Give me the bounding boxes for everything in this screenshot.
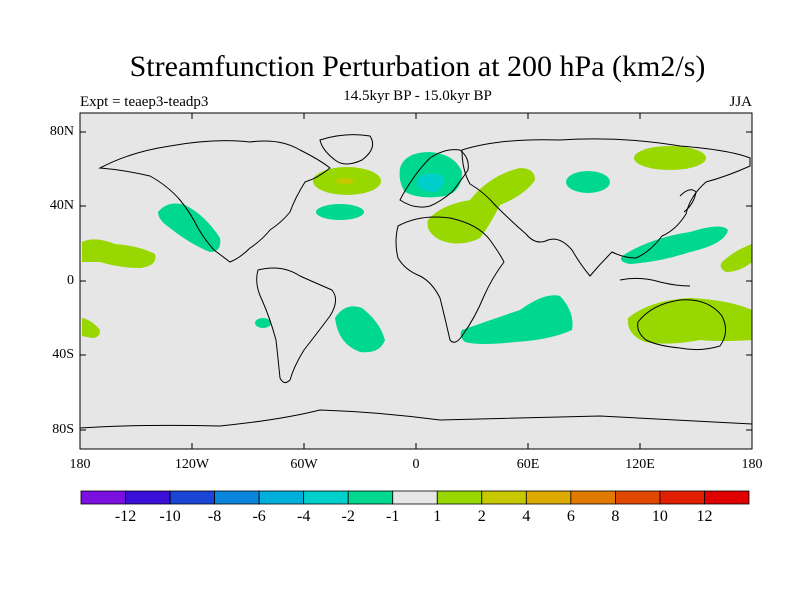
- colorbar: [80, 490, 750, 505]
- lat-label-80s: 80S: [52, 422, 74, 437]
- colorbar-label: -2: [341, 508, 355, 525]
- lat-label-40n: 40N: [49, 198, 74, 213]
- lon-label-180w: 180: [69, 457, 91, 472]
- coastlines: [79, 134, 753, 429]
- lat-label-0: 0: [67, 273, 74, 288]
- anomaly-north-pacific: [158, 203, 221, 252]
- coast-australia: [637, 299, 726, 351]
- experiment-label: Expt = teaep3-teadp3: [80, 94, 209, 110]
- lon-label-60e: 60E: [516, 457, 540, 472]
- coast-japan: [679, 189, 697, 213]
- lon-label-0: 0: [412, 457, 420, 472]
- lon-label-120w: 120W: [174, 457, 210, 472]
- colorbar-label: 4: [522, 508, 531, 525]
- coast-africa: [395, 216, 505, 343]
- anomaly-west-pacific-band: [621, 226, 728, 264]
- anomaly-central-asia: [566, 171, 610, 193]
- colorbar-box-14: [704, 490, 750, 505]
- lat-ticks: [80, 131, 752, 431]
- season-label: JJA: [729, 94, 752, 110]
- anomaly-south-pacific-small: [255, 318, 271, 328]
- colorbar-box-0: [80, 490, 126, 505]
- coast-greenland: [319, 134, 374, 165]
- anomaly-west-pacific: [720, 244, 752, 272]
- coast-south-america: [256, 267, 336, 384]
- colorbar-label: -1: [386, 508, 400, 525]
- colorbar-label: -6: [252, 508, 266, 525]
- colorbar-box-3: [214, 490, 260, 505]
- anomaly-east-pacific: [82, 239, 156, 268]
- coast-asia: [461, 138, 751, 277]
- figure-title: Streamfunction Perturbation at 200 hPa (…: [129, 50, 706, 83]
- anomaly-south-indian: [460, 295, 573, 344]
- colorbar-label: 8: [611, 508, 620, 525]
- coast-europe: [399, 149, 469, 208]
- colorbar-box-2: [169, 490, 215, 505]
- colorbar-box-4: [258, 490, 305, 505]
- colorbar-box-5: [303, 490, 349, 505]
- lon-label-60w: 60W: [290, 457, 318, 472]
- colorbar-label: 6: [566, 508, 575, 525]
- anomaly-arctic-siberia: [634, 146, 706, 170]
- colorbar-label: 1: [433, 508, 442, 525]
- colorbar-box-1: [125, 490, 171, 505]
- colorbar-label: 12: [696, 508, 713, 525]
- lon-ticks: [191, 113, 641, 449]
- colorbar-label: -8: [207, 508, 222, 525]
- colorbar-label: -12: [114, 508, 137, 525]
- negative-anomaly-regions: [158, 152, 728, 353]
- figure-subtitle: 14.5kyr BP - 15.0kyr BP: [343, 88, 492, 104]
- colorbar-box-11: [570, 490, 616, 505]
- colorbar-box-10: [525, 490, 572, 505]
- anomaly-south-atlantic: [335, 306, 385, 353]
- positive-anomaly-regions: [82, 146, 752, 344]
- anomaly-south-pacific: [82, 318, 100, 338]
- coast-north-america: [98, 140, 331, 263]
- anomaly-north-atlantic-core: [336, 178, 354, 184]
- colorbar-label: -4: [296, 508, 311, 525]
- anomaly-mid-atlantic: [316, 204, 364, 220]
- colorbar-box-12: [615, 490, 661, 505]
- colorbar-label: 2: [477, 508, 486, 525]
- anomaly-australia: [627, 298, 752, 344]
- coast-indonesia: [619, 277, 691, 287]
- lat-label-40s: 40S: [52, 347, 74, 362]
- colorbar-box-7: [392, 490, 438, 505]
- colorbar-label: -10: [159, 508, 181, 525]
- anomaly-scandinavia-core: [418, 173, 444, 192]
- lat-label-80n: 80N: [49, 124, 74, 139]
- colorbar-box-9: [481, 490, 527, 505]
- colorbar-box-13: [659, 490, 705, 505]
- lon-label-120e: 120E: [625, 457, 655, 472]
- coast-antarctica: [79, 409, 753, 429]
- colorbar-box-6: [347, 490, 394, 505]
- anomaly-europe-asia: [427, 168, 535, 244]
- lon-label-180e: 180: [741, 457, 763, 472]
- colorbar-label: 10: [651, 508, 668, 525]
- colorbar-box-8: [436, 490, 483, 505]
